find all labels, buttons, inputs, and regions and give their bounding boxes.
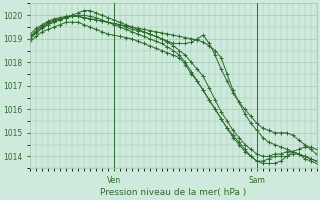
X-axis label: Pression niveau de la mer( hPa ): Pression niveau de la mer( hPa ) bbox=[100, 188, 247, 197]
